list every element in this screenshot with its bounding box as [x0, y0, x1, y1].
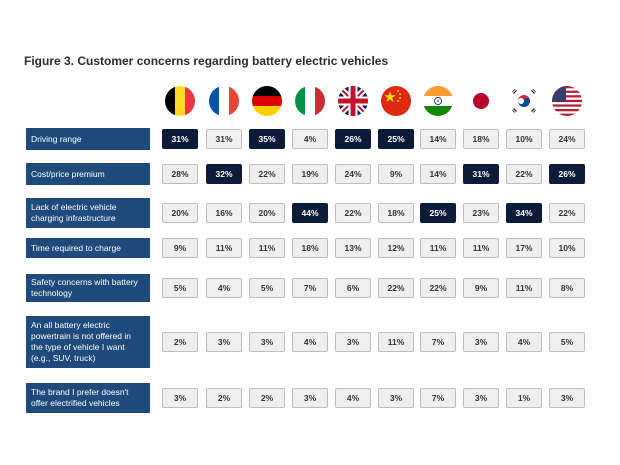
value-cell: 1% [506, 388, 542, 408]
row-label: Safety concerns with battery technology [26, 274, 150, 302]
value-cell: 26% [335, 129, 371, 149]
value-cell: 18% [378, 203, 414, 223]
value-cell: 5% [249, 278, 285, 298]
value-cell: 11% [463, 238, 499, 258]
value-cell: 34% [506, 203, 542, 223]
value-cell: 11% [249, 238, 285, 258]
value-cell: 2% [162, 332, 198, 352]
italy-flag-icon [295, 86, 325, 116]
value-cell: 13% [335, 238, 371, 258]
value-cell: 11% [206, 238, 242, 258]
value-cell: 25% [378, 129, 414, 149]
value-cell: 4% [292, 129, 328, 149]
value-cell: 3% [378, 388, 414, 408]
row-label: Time required to charge [26, 238, 150, 258]
value-cell: 7% [292, 278, 328, 298]
japan-flag-icon [466, 86, 496, 116]
value-cell: 3% [335, 332, 371, 352]
value-cell: 12% [378, 238, 414, 258]
value-cell: 4% [206, 278, 242, 298]
value-cell: 7% [420, 388, 456, 408]
value-cell: 20% [162, 203, 198, 223]
value-cell: 22% [335, 203, 371, 223]
value-cell: 23% [463, 203, 499, 223]
value-cell: 31% [463, 164, 499, 184]
value-cell: 4% [292, 332, 328, 352]
value-cell: 3% [162, 388, 198, 408]
india-flag-icon [423, 86, 453, 116]
value-cell: 3% [463, 332, 499, 352]
value-cell: 9% [463, 278, 499, 298]
value-cell: 31% [162, 129, 198, 149]
value-cell: 11% [420, 238, 456, 258]
value-cell: 9% [162, 238, 198, 258]
value-cell: 32% [206, 164, 242, 184]
value-cell: 24% [335, 164, 371, 184]
value-cell: 11% [378, 332, 414, 352]
value-cell: 11% [506, 278, 542, 298]
value-cell: 31% [206, 129, 242, 149]
value-cell: 24% [549, 129, 585, 149]
value-cell: 22% [549, 203, 585, 223]
value-cell: 3% [463, 388, 499, 408]
value-cell: 22% [420, 278, 456, 298]
value-cell: 3% [206, 332, 242, 352]
row-label: An all battery electric powertrain is no… [26, 316, 150, 368]
belgium-flag-icon [165, 86, 195, 116]
chart-title: Figure 3. Customer concerns regarding ba… [24, 54, 389, 68]
china-flag-icon [381, 86, 411, 116]
value-cell: 26% [549, 164, 585, 184]
value-cell: 4% [506, 332, 542, 352]
value-cell: 14% [420, 164, 456, 184]
uk-flag-icon [338, 86, 368, 116]
value-cell: 18% [463, 129, 499, 149]
value-cell: 3% [249, 332, 285, 352]
value-cell: 14% [420, 129, 456, 149]
value-cell: 44% [292, 203, 328, 223]
value-cell: 17% [506, 238, 542, 258]
value-cell: 3% [549, 388, 585, 408]
usa-flag-icon [552, 86, 582, 116]
value-cell: 9% [378, 164, 414, 184]
value-cell: 8% [549, 278, 585, 298]
value-cell: 35% [249, 129, 285, 149]
value-cell: 20% [249, 203, 285, 223]
value-cell: 28% [162, 164, 198, 184]
value-cell: 2% [206, 388, 242, 408]
value-cell: 22% [506, 164, 542, 184]
row-label: Driving range [26, 128, 150, 150]
germany-flag-icon [252, 86, 282, 116]
value-cell: 5% [162, 278, 198, 298]
value-cell: 22% [378, 278, 414, 298]
south-korea-flag-icon [509, 86, 539, 116]
value-cell: 19% [292, 164, 328, 184]
value-cell: 10% [506, 129, 542, 149]
value-cell: 10% [549, 238, 585, 258]
value-cell: 22% [249, 164, 285, 184]
value-cell: 16% [206, 203, 242, 223]
value-cell: 6% [335, 278, 371, 298]
row-label: Cost/price premium [26, 163, 150, 185]
france-flag-icon [209, 86, 239, 116]
value-cell: 18% [292, 238, 328, 258]
value-cell: 3% [292, 388, 328, 408]
value-cell: 25% [420, 203, 456, 223]
value-cell: 4% [335, 388, 371, 408]
row-label: The brand I prefer doesn't offer electri… [26, 383, 150, 413]
value-cell: 2% [249, 388, 285, 408]
value-cell: 5% [549, 332, 585, 352]
value-cell: 7% [420, 332, 456, 352]
row-label: Lack of electric vehicle charging infras… [26, 198, 150, 228]
